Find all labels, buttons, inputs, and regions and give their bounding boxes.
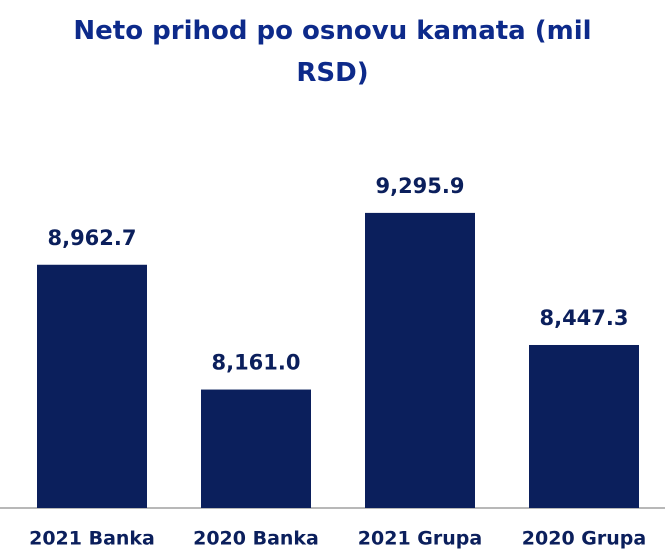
- x-tick-label: 2021 Banka: [29, 528, 155, 550]
- value-label: 8,447.3: [539, 306, 628, 330]
- bar: [201, 389, 311, 508]
- value-label: 9,295.9: [375, 174, 464, 198]
- bar: [365, 212, 475, 508]
- bar: [529, 344, 639, 508]
- value-label: 8,962.7: [47, 226, 136, 250]
- x-tick-label: 2020 Banka: [193, 528, 319, 550]
- bar: [37, 264, 147, 508]
- value-label: 8,161.0: [211, 351, 300, 375]
- chart-title: Neto prihod po osnovu kamata (mil RSD): [73, 16, 592, 88]
- x-tick-label: 2021 Grupa: [358, 528, 482, 550]
- x-tick-label: 2020 Grupa: [522, 528, 646, 550]
